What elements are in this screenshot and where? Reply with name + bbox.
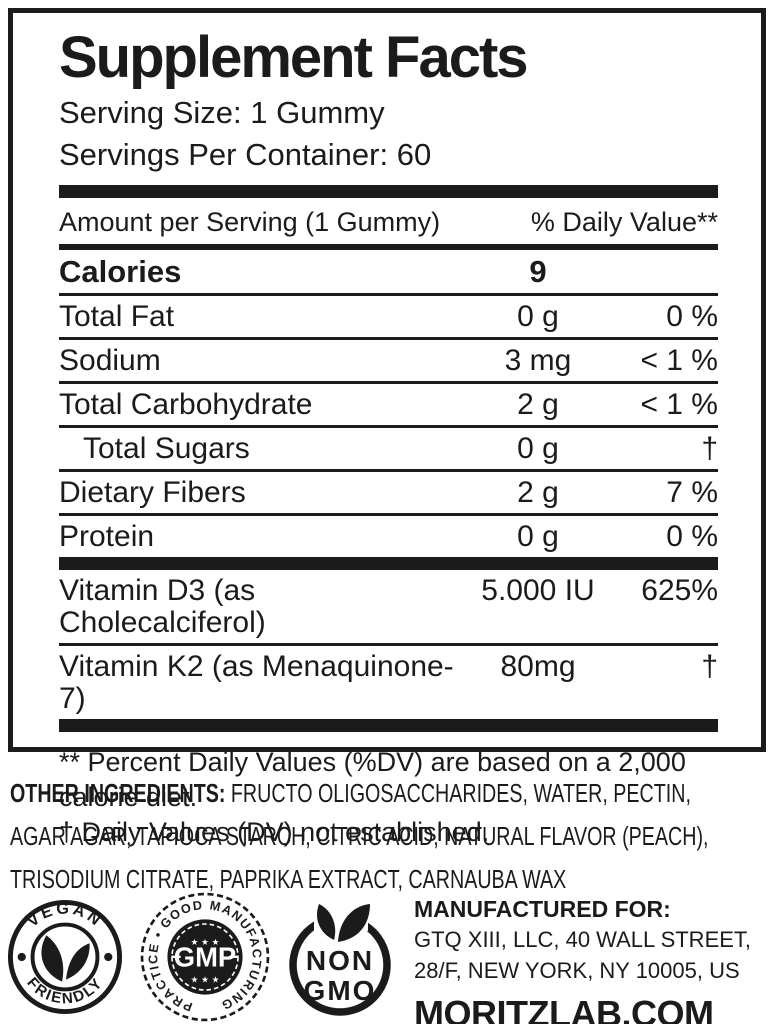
nutrient-name: Total Sugars: [83, 432, 250, 465]
ingredients-label: OTHER INGREDIENTS:: [10, 778, 226, 808]
table-header: Amount per Serving (1 Gummy) % Daily Val…: [59, 198, 718, 250]
vitamin-amount: 5.000 IU: [481, 574, 595, 607]
vitamin-dv: 625%: [641, 574, 718, 607]
other-ingredients: OTHER INGREDIENTS: FRUCTO OLIGOSACCHARID…: [10, 772, 774, 901]
thick-rule: [59, 185, 718, 198]
nutrient-name: Dietary Fibers: [59, 476, 246, 509]
manufactured-for-label: MANUFACTURED FOR:: [414, 896, 671, 922]
table-row: Protein 0 g 0 %: [59, 516, 718, 557]
gmp-badge: PRACTICE • GOOD MANUFACTURING ★ ★ ★ GMP …: [140, 892, 270, 1022]
non-gmo-line2: GMO: [304, 975, 377, 1006]
nutrient-dv: 0 %: [666, 520, 718, 553]
table-row: Total Fat 0 g 0 %: [59, 296, 718, 340]
vitamin-row: Vitamin D3 (as Cholecalciferol) 5.000 IU…: [59, 570, 718, 646]
header-amount: Amount per Serving (1 Gummy): [59, 207, 441, 237]
nutrient-amount: 0 g: [517, 300, 559, 333]
footnote-daily-value: ** Percent Daily Values (%DV) are based …: [59, 747, 686, 812]
leaf-icon: [316, 904, 336, 940]
nutrient-dv: †: [701, 432, 718, 465]
nutrient-dv: 7 %: [666, 476, 718, 509]
table-row: Total Carbohydrate 2 g < 1 %: [59, 384, 718, 428]
dot-separator: [104, 952, 113, 962]
supplement-facts-panel: Supplement Facts Serving Size: 1 Gummy S…: [8, 8, 766, 847]
leaf-icon: [65, 943, 90, 980]
nutrient-amount: 0 g: [517, 432, 559, 465]
thick-rule: [59, 557, 718, 570]
vitamin-row: Vitamin K2 (as Menaquinone-7) 80mg †: [59, 646, 718, 719]
badge-center-disc: [167, 919, 243, 995]
manufacturer-block: MANUFACTURED FOR: GTQ XIII, LLC, 40 WALL…: [414, 894, 770, 1024]
vegan-friendly-badge: VEGAN FRIENDLY: [7, 899, 123, 1015]
vitamin-name: Vitamin K2 (as Menaquinone-7): [59, 650, 454, 715]
nutrient-name: Sodium: [59, 344, 161, 377]
nutrient-amount: 2 g: [517, 388, 559, 421]
vitamin-name: Vitamin D3 (as Cholecalciferol): [59, 574, 266, 639]
nutrient-name: Protein: [59, 520, 155, 553]
leaf-icon: [41, 935, 64, 982]
panel-title: Supplement Facts: [59, 25, 529, 90]
ingredients-line: OTHER INGREDIENTS: FRUCTO OLIGOSACCHARID…: [10, 772, 774, 815]
stars-row: ★ ★ ★: [191, 938, 220, 948]
vitamin-amount: 80mg: [500, 650, 576, 683]
footnotes: ** Percent Daily Values (%DV) are based …: [59, 745, 718, 850]
nutrient-dv: 0 %: [666, 300, 718, 333]
nutrient-dv: < 1 %: [640, 388, 718, 421]
calories-row: Calories 9: [59, 250, 718, 296]
non-gmo-line1: NON: [306, 945, 374, 976]
servings-per-container: Servings Per Container: 60: [59, 137, 432, 172]
table-row: Dietary Fibers 2 g 7 %: [59, 472, 718, 516]
band-line: [171, 955, 181, 959]
gmp-center-text: GMP: [174, 942, 236, 973]
ingredients-text: FRUCTO OLIGOSACCHARIDES, WATER, PECTIN,: [225, 778, 691, 808]
nutrient-amount: 3 mg: [504, 344, 572, 377]
manufacturer-address-line2: 28/F, NEW YORK, NY 10005, US: [414, 958, 740, 983]
manufacturer-address-line1: GTQ XIII, LLC, 40 WALL STREET,: [414, 927, 752, 952]
nutrient-amount: 2 g: [517, 476, 559, 509]
ingredients-line: AGAR AGAR, TAPIOCA STARCH, CITRIC ACID, …: [10, 821, 709, 851]
nutrient-dv: < 1 %: [640, 344, 718, 377]
badge-outer-ring: [7, 899, 123, 1015]
calories-value: 9: [529, 254, 547, 289]
ingredients-line: TRISODIUM CITRATE, PAPRIKA EXTRACT, CARN…: [10, 864, 567, 894]
stars-row: ★ ★ ★: [191, 975, 220, 985]
header-daily-value: % Daily Value**: [530, 207, 718, 237]
serving-size: Serving Size: 1 Gummy: [59, 95, 385, 130]
leaf-icon: [338, 904, 370, 942]
nutrient-name: Total Fat: [59, 300, 175, 333]
non-gmo-badge: NON GMO: [289, 900, 391, 1016]
footnote-dagger: † Daily Values (DV) not established.: [59, 817, 490, 847]
vitamin-dv: †: [701, 650, 718, 683]
thick-rule: [59, 719, 718, 732]
manufacturer-website: MORITZLAB.COM: [414, 993, 714, 1024]
badge-dashed-ring: [140, 892, 270, 1022]
nutrient-name: Total Carbohydrate: [59, 388, 313, 421]
badge-inner-ring: [30, 922, 100, 992]
calories-label: Calories: [59, 254, 182, 289]
nutrient-amount: 0 g: [517, 520, 559, 553]
table-row: Total Sugars 0 g †: [59, 428, 718, 472]
dot-separator: [17, 952, 26, 962]
table-row: Sodium 3 mg < 1 %: [59, 340, 718, 384]
band-line: [229, 955, 239, 959]
